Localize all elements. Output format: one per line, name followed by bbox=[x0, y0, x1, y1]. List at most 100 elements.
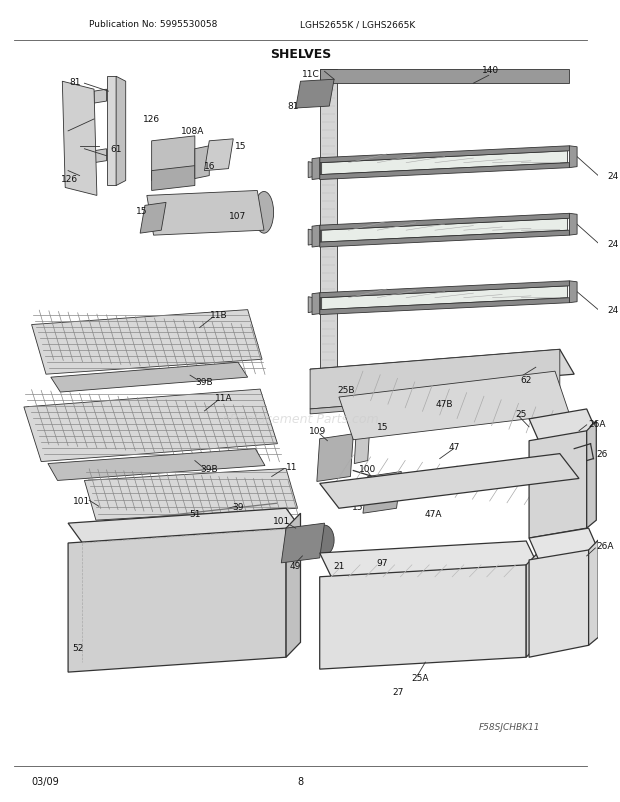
Polygon shape bbox=[195, 147, 210, 180]
Text: F58SJCHBK11: F58SJCHBK11 bbox=[479, 723, 541, 731]
Polygon shape bbox=[322, 152, 567, 176]
Text: 16: 16 bbox=[203, 162, 215, 171]
Polygon shape bbox=[48, 449, 265, 481]
Text: 39B: 39B bbox=[200, 464, 218, 473]
Polygon shape bbox=[569, 282, 577, 303]
Text: 52: 52 bbox=[72, 643, 83, 652]
Text: 140: 140 bbox=[482, 66, 499, 75]
Polygon shape bbox=[152, 136, 195, 181]
Text: 15: 15 bbox=[378, 423, 389, 431]
Polygon shape bbox=[529, 410, 596, 441]
Polygon shape bbox=[94, 149, 107, 164]
Text: 39B: 39B bbox=[196, 377, 213, 386]
Text: 11: 11 bbox=[286, 463, 298, 472]
Text: 15: 15 bbox=[352, 502, 364, 511]
Polygon shape bbox=[84, 469, 298, 520]
Text: 25: 25 bbox=[516, 410, 527, 419]
Polygon shape bbox=[310, 390, 560, 415]
Polygon shape bbox=[529, 529, 598, 560]
Polygon shape bbox=[116, 77, 126, 186]
Polygon shape bbox=[569, 214, 577, 236]
Polygon shape bbox=[320, 298, 569, 315]
Polygon shape bbox=[588, 541, 598, 646]
Ellipse shape bbox=[254, 192, 273, 234]
Polygon shape bbox=[281, 524, 324, 563]
Text: 16: 16 bbox=[378, 486, 389, 496]
Text: 21: 21 bbox=[333, 561, 345, 571]
Text: 11A: 11A bbox=[215, 393, 232, 402]
Polygon shape bbox=[320, 214, 569, 231]
Polygon shape bbox=[320, 541, 538, 577]
Polygon shape bbox=[94, 90, 107, 104]
Polygon shape bbox=[51, 363, 247, 392]
Text: 03/09: 03/09 bbox=[32, 776, 60, 787]
Text: Publication No: 5995530058: Publication No: 5995530058 bbox=[89, 20, 218, 29]
Polygon shape bbox=[320, 147, 569, 164]
Text: 39: 39 bbox=[232, 502, 244, 511]
Text: 11C: 11C bbox=[302, 70, 320, 79]
Text: 100: 100 bbox=[359, 464, 376, 473]
Text: 62: 62 bbox=[521, 375, 532, 384]
Polygon shape bbox=[147, 191, 264, 236]
Polygon shape bbox=[152, 167, 195, 191]
Text: 81: 81 bbox=[69, 78, 81, 87]
Polygon shape bbox=[308, 230, 320, 245]
Polygon shape bbox=[308, 163, 320, 178]
Polygon shape bbox=[320, 454, 579, 508]
Polygon shape bbox=[587, 421, 596, 529]
Polygon shape bbox=[320, 565, 526, 670]
Polygon shape bbox=[526, 553, 538, 658]
Text: 61: 61 bbox=[110, 145, 122, 154]
Text: 108A: 108A bbox=[181, 128, 205, 136]
Polygon shape bbox=[308, 298, 320, 314]
Text: 47: 47 bbox=[448, 443, 460, 452]
Polygon shape bbox=[63, 82, 97, 196]
Polygon shape bbox=[68, 529, 286, 672]
Text: 25A: 25A bbox=[412, 673, 429, 682]
Polygon shape bbox=[24, 390, 278, 462]
Text: 24: 24 bbox=[608, 172, 619, 180]
Text: 47A: 47A bbox=[424, 509, 442, 518]
Polygon shape bbox=[107, 77, 116, 186]
Polygon shape bbox=[312, 159, 320, 180]
Polygon shape bbox=[320, 71, 569, 84]
Text: 26: 26 bbox=[596, 450, 608, 459]
Ellipse shape bbox=[315, 525, 334, 555]
Polygon shape bbox=[322, 286, 567, 310]
Polygon shape bbox=[363, 472, 401, 513]
Text: 8: 8 bbox=[298, 776, 304, 787]
Text: 47B: 47B bbox=[436, 400, 453, 409]
Text: SHELVES: SHELVES bbox=[270, 48, 331, 61]
Polygon shape bbox=[296, 80, 334, 109]
Polygon shape bbox=[317, 434, 353, 482]
Text: 49: 49 bbox=[290, 561, 301, 571]
Text: 107: 107 bbox=[229, 212, 247, 221]
Polygon shape bbox=[312, 226, 320, 248]
Polygon shape bbox=[569, 147, 577, 168]
Text: 26A: 26A bbox=[588, 419, 606, 429]
Polygon shape bbox=[529, 550, 588, 658]
Polygon shape bbox=[32, 310, 262, 375]
Text: 126: 126 bbox=[143, 115, 160, 124]
Text: 26A: 26A bbox=[596, 542, 614, 551]
Text: 15: 15 bbox=[136, 207, 148, 216]
Text: 11B: 11B bbox=[210, 310, 228, 320]
Polygon shape bbox=[320, 71, 337, 390]
Text: 15: 15 bbox=[235, 142, 247, 151]
Polygon shape bbox=[310, 350, 560, 410]
Text: 101: 101 bbox=[273, 516, 290, 525]
Polygon shape bbox=[286, 513, 301, 658]
Text: 51: 51 bbox=[189, 509, 201, 518]
Text: 24: 24 bbox=[608, 306, 619, 314]
Text: 81: 81 bbox=[287, 101, 299, 111]
Polygon shape bbox=[320, 164, 569, 180]
Polygon shape bbox=[310, 350, 574, 395]
Polygon shape bbox=[354, 429, 370, 464]
Polygon shape bbox=[320, 231, 569, 248]
Polygon shape bbox=[322, 219, 567, 243]
Text: 109: 109 bbox=[309, 427, 326, 435]
Polygon shape bbox=[68, 508, 301, 543]
Text: 24: 24 bbox=[608, 239, 619, 249]
Text: LGHS2655K / LGHS2665K: LGHS2655K / LGHS2665K bbox=[301, 20, 416, 29]
Text: 126: 126 bbox=[61, 175, 79, 184]
